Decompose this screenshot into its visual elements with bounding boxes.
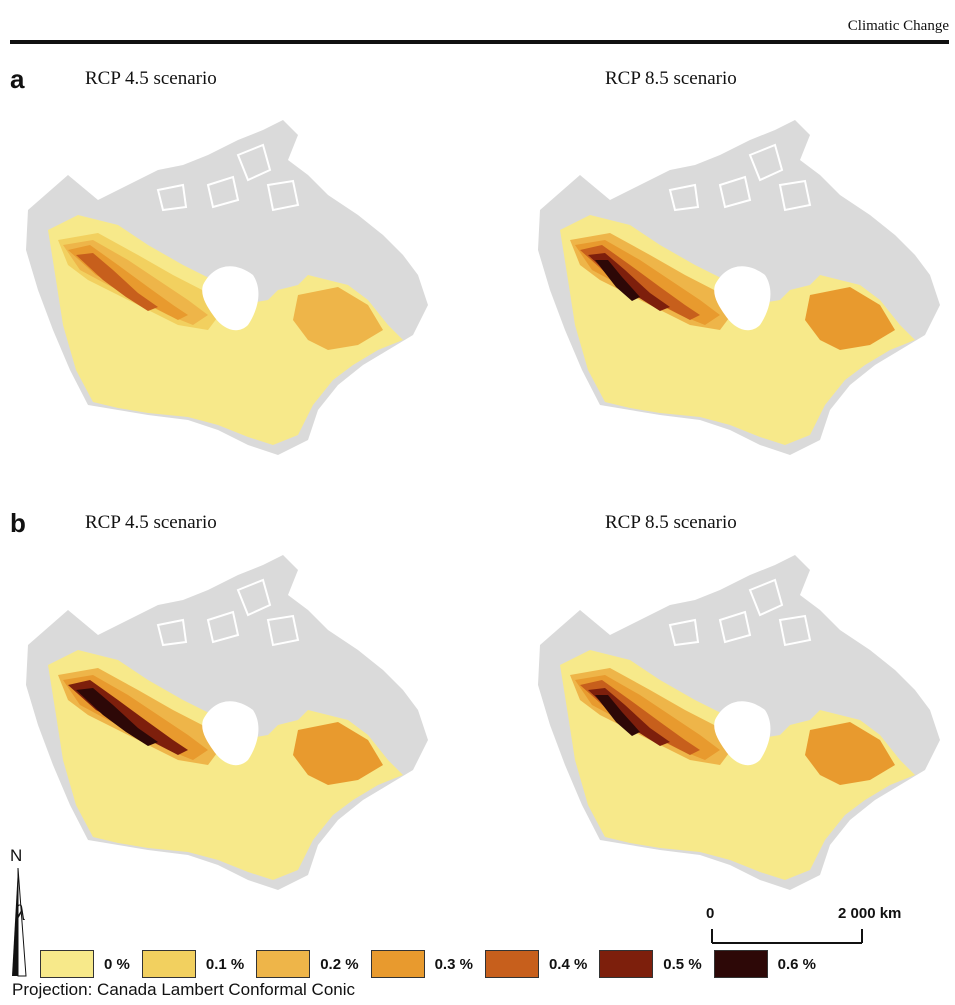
legend-swatch (40, 950, 94, 978)
scale-end-label: 2 000 km (838, 905, 902, 922)
forest-risk-zone (76, 688, 158, 746)
legend-swatch (141, 950, 196, 978)
hudson-bay (202, 266, 259, 331)
arctic-island (236, 578, 272, 617)
scenario-title-b-right: RCP 8.5 scenario (605, 512, 737, 533)
north-label: N (10, 846, 23, 865)
map-b-rcp85 (520, 550, 955, 920)
legend-item: 0 % (40, 950, 130, 978)
canada-map (26, 555, 428, 890)
arctic-island (266, 614, 300, 647)
hudson-bay (714, 266, 771, 331)
forest-risk-zone (76, 253, 158, 311)
legend-swatch (713, 950, 768, 978)
legend-swatch (599, 950, 654, 978)
map-b-rcp45 (8, 550, 448, 920)
projection-note: Projection: Canada Lambert Conformal Con… (12, 980, 356, 999)
forest-risk-zone (595, 260, 640, 301)
legend-label: 0.2 % (320, 955, 359, 973)
canada-map (26, 120, 428, 455)
header-rule (10, 40, 949, 44)
svg-text:λ: λ (15, 900, 26, 925)
forest-risk-zone (293, 287, 383, 350)
legend-label: 0.6 % (777, 955, 817, 973)
hudson-bay (714, 701, 771, 766)
arctic-island (206, 610, 240, 644)
legend-label: 0.4 % (548, 955, 588, 973)
arctic-island (718, 175, 752, 209)
panel-letter-b: b (10, 508, 26, 538)
legend: 0 % 0.1 % 0.2 % 0.3 % 0.4 % 0.5 % 0.6 % (40, 950, 828, 978)
arctic-island (206, 175, 240, 209)
forest-risk-zone (805, 722, 895, 785)
legend-label: 0 % (104, 955, 130, 973)
scale-start-label: 0 (706, 905, 715, 922)
legend-item: 0.1 % (141, 950, 245, 978)
map-a-rcp45 (8, 115, 448, 485)
panel-letter-a: a (10, 64, 25, 94)
legend-item: 0.5 % (599, 950, 702, 978)
arctic-island (778, 179, 812, 212)
scenario-title-a-right: RCP 8.5 scenario (605, 68, 737, 89)
arctic-island (748, 143, 784, 182)
legend-label: 0.1 % (205, 955, 245, 973)
forest-risk-zone (805, 287, 895, 350)
legend-label: 0.3 % (434, 955, 473, 973)
legend-swatch (484, 950, 539, 978)
hudson-bay (202, 701, 259, 766)
arctic-island (668, 618, 700, 647)
legend-swatch (370, 950, 425, 978)
legend-item: 0.6 % (713, 950, 817, 978)
arctic-island (778, 614, 812, 647)
legend-label: 0.5 % (663, 955, 702, 973)
arctic-island (718, 610, 752, 644)
map-a-rcp85 (520, 115, 955, 485)
canada-map (538, 555, 940, 890)
journal-name: Climatic Change (847, 18, 949, 34)
canada-map (538, 120, 940, 455)
arctic-island (748, 578, 784, 617)
legend-item: 0.2 % (256, 950, 359, 978)
legend-swatch (256, 950, 311, 978)
arctic-island (236, 143, 272, 182)
scenario-title-b-left: RCP 4.5 scenario (85, 512, 217, 533)
legend-item: 0.3 % (370, 950, 473, 978)
forest-risk-zone (595, 695, 640, 736)
legend-item: 0.4 % (484, 950, 588, 978)
arctic-island (668, 183, 700, 212)
arctic-island (156, 618, 188, 647)
arctic-island (266, 179, 300, 212)
north-arrow-icon: λ (12, 867, 27, 977)
scale-bar (711, 929, 863, 944)
arctic-island (156, 183, 188, 212)
scenario-title-a-left: RCP 4.5 scenario (85, 68, 217, 89)
forest-risk-zone (293, 722, 383, 785)
